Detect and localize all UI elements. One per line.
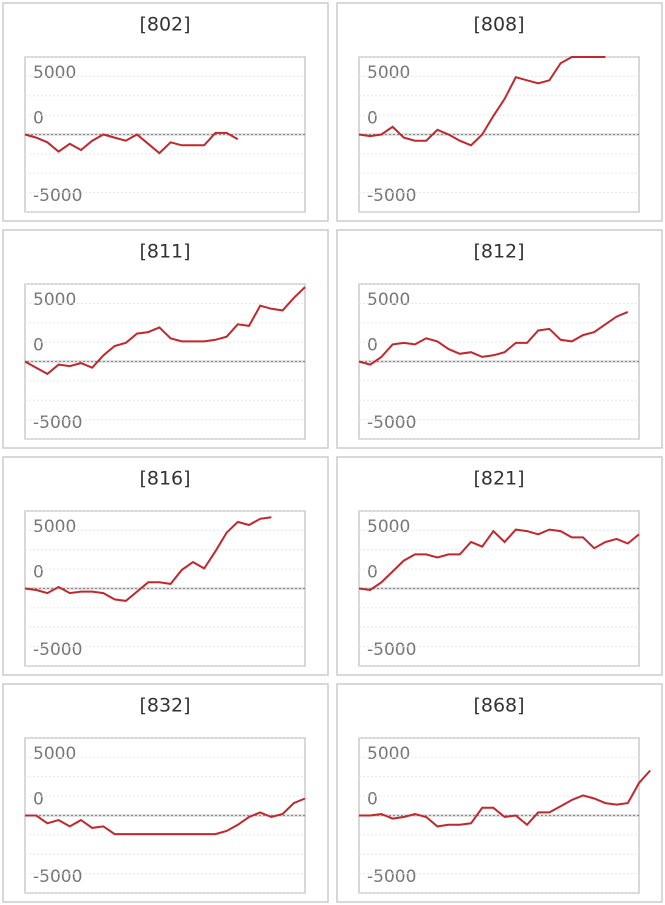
y-tick-label: 0 <box>367 109 378 129</box>
y-tick-label: 5000 <box>367 517 410 537</box>
y-tick-label: 0 <box>33 563 44 583</box>
y-tick-label: 5000 <box>33 63 76 83</box>
y-tick-label: -5000 <box>367 186 416 206</box>
y-tick-label: 0 <box>33 790 44 810</box>
y-tick-label: -5000 <box>367 413 416 433</box>
y-tick-label: 5000 <box>367 63 410 83</box>
data-line <box>24 286 306 376</box>
data-line <box>358 310 629 366</box>
y-tick-label: 5000 <box>33 517 76 537</box>
y-tick-label: 0 <box>33 109 44 129</box>
y-tick-label: -5000 <box>33 867 82 887</box>
chart-title: [821] <box>473 468 524 490</box>
y-tick-label: -5000 <box>33 186 82 206</box>
data-line <box>24 131 239 155</box>
data-line <box>359 769 651 828</box>
y-tick-label: 5000 <box>367 744 410 764</box>
data-line <box>24 516 272 602</box>
y-tick-label: 0 <box>367 563 378 583</box>
y-tick-label: -5000 <box>367 640 416 660</box>
chart-title: [811] <box>139 241 190 263</box>
y-tick-label: -5000 <box>367 867 416 887</box>
y-tick-label: 0 <box>367 790 378 810</box>
y-tick-label: 5000 <box>33 744 76 764</box>
chart-title: [868] <box>473 695 524 717</box>
y-tick-label: -5000 <box>33 413 82 433</box>
data-line <box>358 56 606 147</box>
chart-title: [832] <box>139 695 190 717</box>
y-tick-label: -5000 <box>33 640 82 660</box>
data-line <box>25 797 306 836</box>
chart-title: [808] <box>473 14 524 36</box>
chart-title: [816] <box>139 468 190 490</box>
y-tick-label: 0 <box>367 336 378 356</box>
y-tick-label: 5000 <box>33 290 76 310</box>
y-tick-label: 5000 <box>367 290 410 310</box>
y-tick-label: 0 <box>33 336 44 356</box>
chart-title: [812] <box>473 241 524 263</box>
chart-title: [802] <box>139 14 190 36</box>
data-line <box>358 528 640 592</box>
